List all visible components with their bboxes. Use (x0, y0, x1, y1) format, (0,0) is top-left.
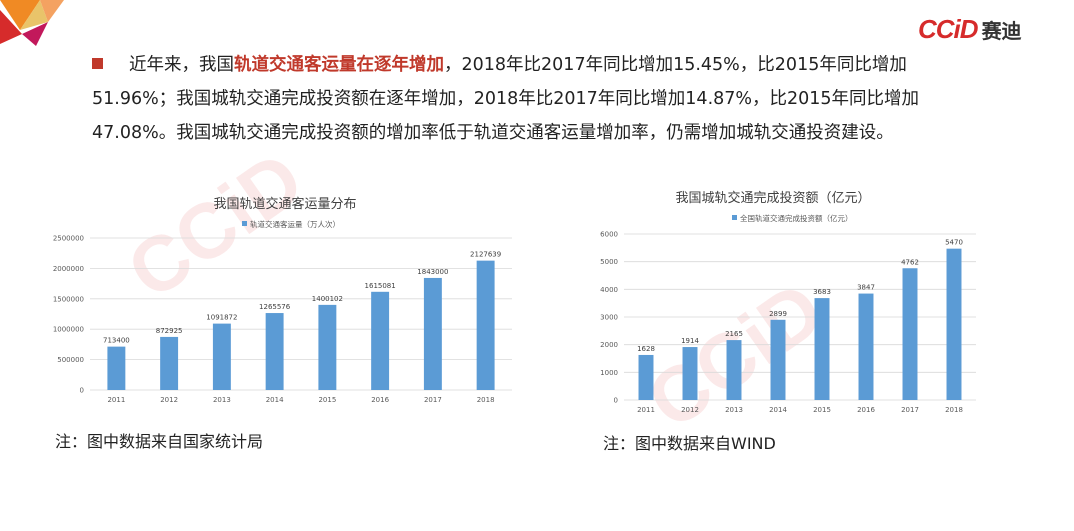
bullet-icon (92, 58, 103, 69)
data-label: 1400102 (312, 295, 343, 303)
x-tick-label: 2018 (477, 396, 495, 404)
bar (858, 293, 874, 400)
bar (160, 336, 179, 390)
data-label: 2127639 (470, 251, 501, 259)
y-tick-label: 2000000 (53, 265, 84, 273)
data-label: 1843000 (417, 268, 448, 276)
x-tick-label: 2014 (769, 406, 787, 414)
bar (318, 304, 337, 390)
summary-paragraph: 近年来，我国轨道交通客运量在逐年增加，2018年比2017年同比增加15.45%… (92, 48, 952, 150)
paragraph-prefix: 近年来，我国 (129, 55, 234, 75)
data-label: 5470 (945, 239, 963, 247)
data-label: 1914 (681, 337, 699, 345)
logo-text: CCiD (918, 13, 979, 44)
data-label: 1265576 (259, 303, 291, 311)
legend-swatch (732, 215, 737, 220)
y-tick-label: 2500000 (53, 235, 84, 243)
legend-label: 全国轨道交通完成投资额（亿元） (740, 213, 853, 223)
y-tick-label: 500000 (57, 356, 84, 364)
bar (946, 248, 962, 400)
bar (770, 319, 786, 400)
x-tick-label: 2016 (857, 406, 875, 414)
data-label: 4762 (901, 258, 919, 266)
x-tick-label: 2018 (945, 406, 963, 414)
data-label: 713400 (103, 337, 130, 345)
y-tick-label: 4000 (600, 286, 618, 294)
x-tick-label: 2013 (725, 406, 743, 414)
x-tick-label: 2015 (318, 396, 336, 404)
x-tick-label: 2014 (266, 396, 284, 404)
x-tick-label: 2013 (213, 396, 231, 404)
x-tick-label: 2016 (371, 396, 389, 404)
investment-chart: 我国城轨交通完成投资额（亿元） 全国轨道交通完成投资额（亿元） 0 1000 2000 3… (600, 190, 976, 414)
x-tick-label: 2012 (160, 396, 178, 404)
data-label: 3683 (813, 288, 831, 296)
x-tick-label: 2011 (107, 396, 125, 404)
y-tick-label: 0 (80, 387, 84, 395)
legend-swatch (242, 221, 247, 226)
data-label: 1628 (637, 345, 655, 353)
y-tick-label: 2000 (600, 341, 618, 349)
data-label: 872925 (156, 327, 183, 335)
bar (682, 347, 698, 400)
x-tick-label: 2011 (637, 406, 655, 414)
logo-chinese: 赛迪 (981, 18, 1022, 43)
x-tick-label: 2015 (813, 406, 831, 414)
data-label: 1091872 (206, 314, 237, 322)
bar (212, 323, 231, 390)
x-tick-label: 2012 (681, 406, 699, 414)
y-tick-label: 1000 (600, 369, 618, 377)
note-left: 注：图中数据来自国家统计局 (55, 432, 264, 451)
corner-decoration (0, 0, 64, 46)
bar (638, 354, 654, 400)
data-label: 1615081 (365, 282, 396, 290)
y-tick-label: 3000 (600, 314, 618, 322)
y-tick-label: 6000 (600, 231, 618, 239)
paragraph-rest: ，2018年比2017年同比增加15.45%，比2015年同比增加51.96%；… (92, 55, 920, 143)
bar (371, 291, 390, 390)
bar (814, 298, 830, 400)
y-tick-label: 0 (614, 397, 618, 405)
y-tick-label: 5000 (600, 258, 618, 266)
bar (476, 260, 495, 390)
bar (423, 277, 442, 390)
chart-title: 我国城轨交通完成投资额（亿元） (675, 190, 870, 206)
bar (265, 313, 284, 390)
paragraph-highlight: 轨道交通客运量在逐年增加 (234, 55, 444, 75)
x-tick-label: 2017 (424, 396, 442, 404)
legend-label: 轨道交通客运量（万人次） (250, 219, 340, 229)
bar (726, 340, 742, 400)
chart-title: 我国轨道交通客运量分布 (213, 196, 356, 212)
data-label: 2899 (769, 310, 787, 318)
data-label: 3847 (857, 284, 875, 292)
note-right: 注：图中数据来自WIND (603, 434, 776, 453)
y-tick-label: 1500000 (53, 295, 84, 303)
bar (902, 268, 918, 400)
data-label: 2165 (725, 330, 743, 338)
ccid-logo: CCiD 赛迪 (918, 14, 1022, 44)
x-tick-label: 2017 (901, 406, 919, 414)
y-tick-label: 1000000 (53, 326, 84, 334)
bar (107, 346, 126, 390)
